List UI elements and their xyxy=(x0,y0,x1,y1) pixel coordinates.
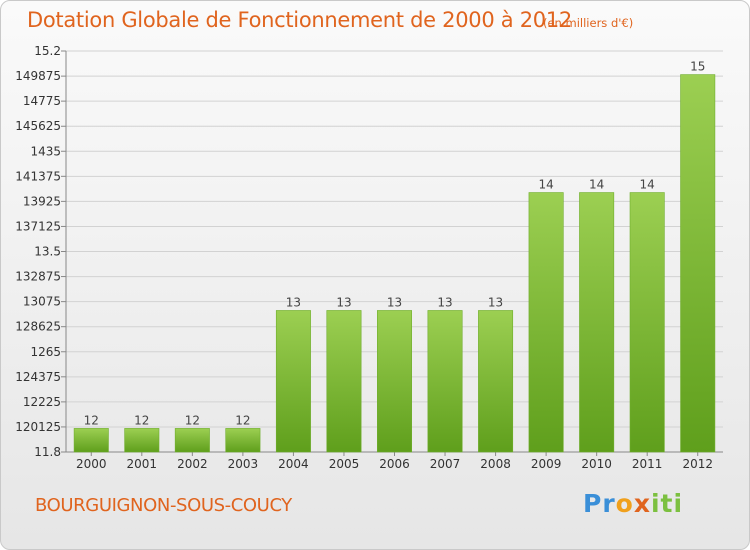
data-labels: 12 12 12 12 13 13 13 13 13 14 14 14 15 xyxy=(84,60,706,428)
y-tick-label: 120125 xyxy=(15,420,61,434)
commune-name: BOURGUIGNON-SOUS-COUCY xyxy=(35,495,292,516)
y-tick-label: 132875 xyxy=(15,270,61,284)
x-tick-label: 2012 xyxy=(682,457,713,471)
bar xyxy=(629,192,665,453)
bar xyxy=(680,74,716,453)
x-tick-label: 2011 xyxy=(632,457,663,471)
x-tick-label: 2001 xyxy=(127,457,158,471)
bar xyxy=(73,428,109,453)
bar-value-label: 14 xyxy=(640,178,655,192)
bar-value-label: 12 xyxy=(235,413,250,427)
x-tick-label: 2009 xyxy=(531,457,562,471)
chart-title: Dotation Globale de Fonctionnement de 20… xyxy=(27,8,572,32)
bar-value-label: 12 xyxy=(134,413,149,427)
bar-value-label: 14 xyxy=(589,178,604,192)
axes: 11.8 120125 12225 124375 1265 128625 13075 1328… xyxy=(15,44,723,471)
bar-value-label: 13 xyxy=(336,295,351,309)
y-tick-label: 15.2 xyxy=(34,44,61,58)
y-tick-label: 12225 xyxy=(23,395,61,409)
y-tick-label: 13.5 xyxy=(34,245,61,259)
bar-value-label: 13 xyxy=(437,295,452,309)
bar-value-label: 14 xyxy=(538,178,553,192)
bar-value-label: 13 xyxy=(387,295,402,309)
bar xyxy=(427,310,463,453)
bar-value-label: 13 xyxy=(286,295,301,309)
y-tick-label: 13075 xyxy=(23,295,61,309)
bar xyxy=(225,428,261,453)
y-tick-label: 128625 xyxy=(15,320,61,334)
y-tick-label: 11.8 xyxy=(34,445,61,459)
y-tick-label: 145625 xyxy=(15,119,61,133)
bar xyxy=(579,192,615,453)
bar xyxy=(326,310,362,453)
y-tick-label: 124375 xyxy=(15,370,61,384)
x-tick-label: 2005 xyxy=(329,457,360,471)
y-tick-label: 137125 xyxy=(15,219,61,233)
y-tick-label: 149875 xyxy=(15,69,61,83)
x-tick-label: 2007 xyxy=(430,457,461,471)
x-tick-label: 2006 xyxy=(379,457,410,471)
bar xyxy=(174,428,210,453)
bar xyxy=(275,310,311,453)
bar-value-label: 12 xyxy=(84,413,99,427)
y-tick-label: 1435 xyxy=(30,144,61,158)
bar-value-label: 13 xyxy=(488,295,503,309)
x-tick-label: 2004 xyxy=(278,457,309,471)
bar-value-label: 15 xyxy=(690,60,705,74)
y-tick-label: 14775 xyxy=(23,94,61,108)
x-tick-label: 2002 xyxy=(177,457,208,471)
x-tick-label: 2003 xyxy=(228,457,259,471)
y-tick-label: 13925 xyxy=(23,194,61,208)
y-tick-label: 1265 xyxy=(30,345,61,359)
proxiti-logo: Proxiti xyxy=(583,489,684,518)
bar xyxy=(124,428,160,453)
bar xyxy=(528,192,564,453)
bar xyxy=(377,310,412,453)
bar-value-label: 12 xyxy=(185,413,200,427)
bars xyxy=(73,74,716,453)
x-tick-label: 2010 xyxy=(581,457,612,471)
y-tick-label: 141375 xyxy=(15,169,61,183)
x-tick-label: 2000 xyxy=(76,457,107,471)
x-tick-label: 2008 xyxy=(480,457,511,471)
bar xyxy=(478,310,514,453)
chart-unit: (en milliers d'€) xyxy=(543,16,634,30)
